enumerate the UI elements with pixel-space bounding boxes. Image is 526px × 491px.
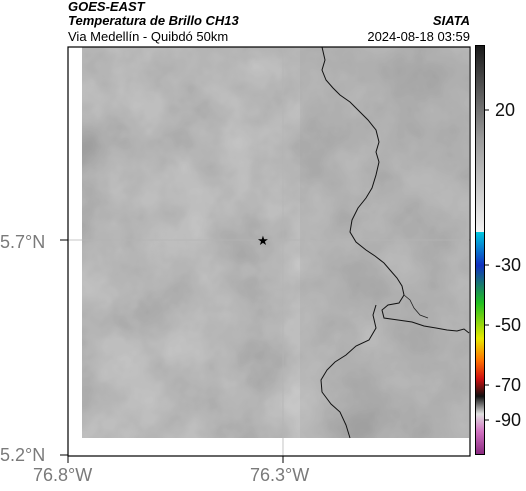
product-title: Temperatura de Brillo CH13 <box>68 13 239 28</box>
colorbar <box>475 45 489 455</box>
lon-tick-label: 76.8°W <box>33 465 93 485</box>
timestamp: 2024-08-18 03:59 <box>367 29 470 44</box>
department-boundary <box>321 46 470 334</box>
lat-tick-label: 5.2°N <box>0 445 46 465</box>
satellite-image <box>82 47 469 438</box>
colorbar-label: -70 <box>495 375 522 395</box>
region-label: Via Medellín - Quibdó 50km <box>68 29 229 44</box>
river-line <box>403 294 429 319</box>
department-boundary-south <box>320 304 377 439</box>
organization-label: SIATA <box>432 13 470 28</box>
map-frame <box>67 46 471 457</box>
lon-tick-label: 76.3°W <box>250 465 310 485</box>
star-icon: ★ <box>257 233 269 248</box>
satellite-name: GOES-EAST <box>68 0 145 14</box>
colorbar-label: -90 <box>495 410 522 430</box>
colorbar-label: 20 <box>495 100 516 120</box>
colorbar-label: -50 <box>495 315 522 335</box>
colorbar-label: -30 <box>495 255 522 275</box>
lat-tick-label: 5.7°N <box>0 232 46 252</box>
